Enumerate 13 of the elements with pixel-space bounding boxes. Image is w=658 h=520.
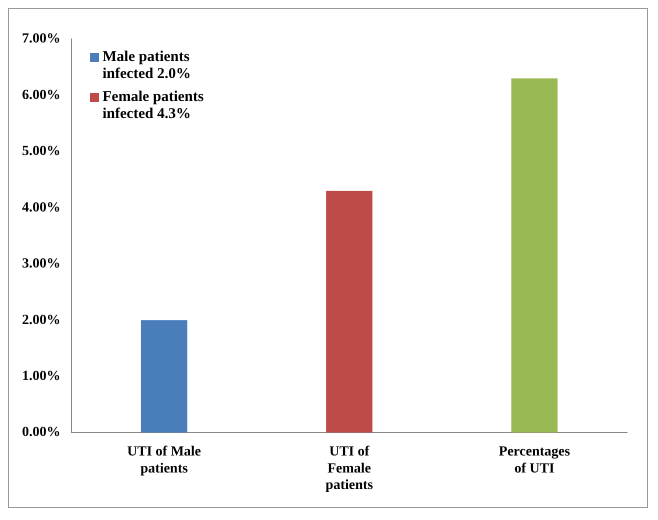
legend-label: Male patients infected 2.0% — [102, 49, 192, 83]
y-tick-label: 6.00% — [22, 88, 60, 103]
y-tick-label: 0.00% — [22, 425, 60, 440]
x-tick-label: UTI of Male patients — [127, 444, 202, 476]
y-tick-label: 4.00% — [22, 200, 60, 216]
y-tick-label: 1.00% — [22, 368, 60, 384]
y-tick-label: 7.00% — [22, 32, 60, 47]
x-tick-label: Percentages of UTI — [498, 444, 571, 476]
legend-label: Female patients infected 4.3% — [102, 89, 205, 123]
y-tick-label: 2.00% — [22, 312, 60, 328]
y-tick-label: 3.00% — [22, 256, 60, 272]
x-tick-label: UTI of Female patients — [326, 444, 374, 494]
y-tick-label: 5.00% — [22, 144, 60, 160]
